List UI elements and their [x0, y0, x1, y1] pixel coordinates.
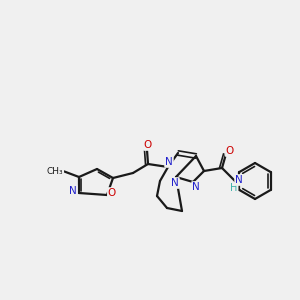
Text: N: N	[69, 186, 77, 196]
Text: N: N	[192, 182, 200, 192]
Text: N: N	[235, 175, 243, 185]
Text: H: H	[230, 183, 238, 193]
Text: CH₃: CH₃	[47, 167, 63, 176]
Text: N: N	[165, 157, 173, 167]
Text: O: O	[226, 146, 234, 156]
Text: O: O	[108, 188, 116, 198]
Text: N: N	[171, 178, 179, 188]
Text: O: O	[144, 140, 152, 150]
